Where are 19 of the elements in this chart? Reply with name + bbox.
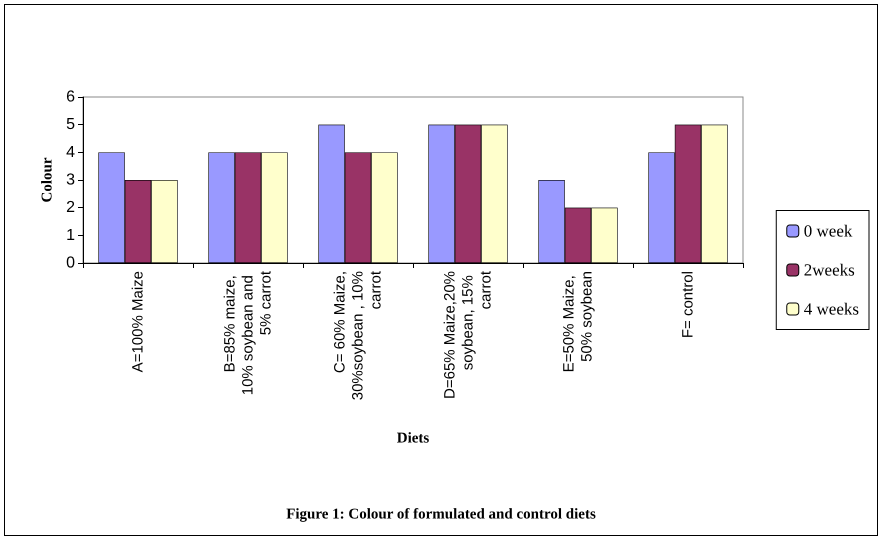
legend-label: 2weeks <box>804 260 855 280</box>
x-tick-label: A=100% Maize <box>130 271 146 372</box>
y-tick-label: 5 <box>66 116 76 134</box>
y-axis-title: Colour <box>40 157 56 202</box>
y-tick-label: 1 <box>66 226 76 244</box>
y-tick-label: 3 <box>66 172 76 188</box>
text: Figure 1: Colour of formulated and control diets <box>286 506 596 522</box>
y-tick-label: 4 <box>66 144 76 161</box>
legend-label: 4 weeks <box>804 300 859 318</box>
x-tick-label: D=65% Maize,20% soybean, 15% carrot <box>442 270 494 399</box>
x-tick-label: F= control <box>680 271 696 338</box>
y-tick-label: 0 <box>66 254 76 272</box>
legend-label: 0 week <box>804 222 853 240</box>
y-tick-label: 2 <box>66 199 76 216</box>
x-tick-label: E=50% Maize, 50% soybean <box>560 271 596 372</box>
y-tick-label: 6 <box>66 88 76 106</box>
x-tick-label: B=85% maize, 10% soybean and 5% carrot <box>222 270 274 396</box>
x-tick-label: C= 60% Maize,30%soybean , 10% carrot <box>332 270 384 400</box>
x-axis-title: Diets <box>396 430 430 446</box>
